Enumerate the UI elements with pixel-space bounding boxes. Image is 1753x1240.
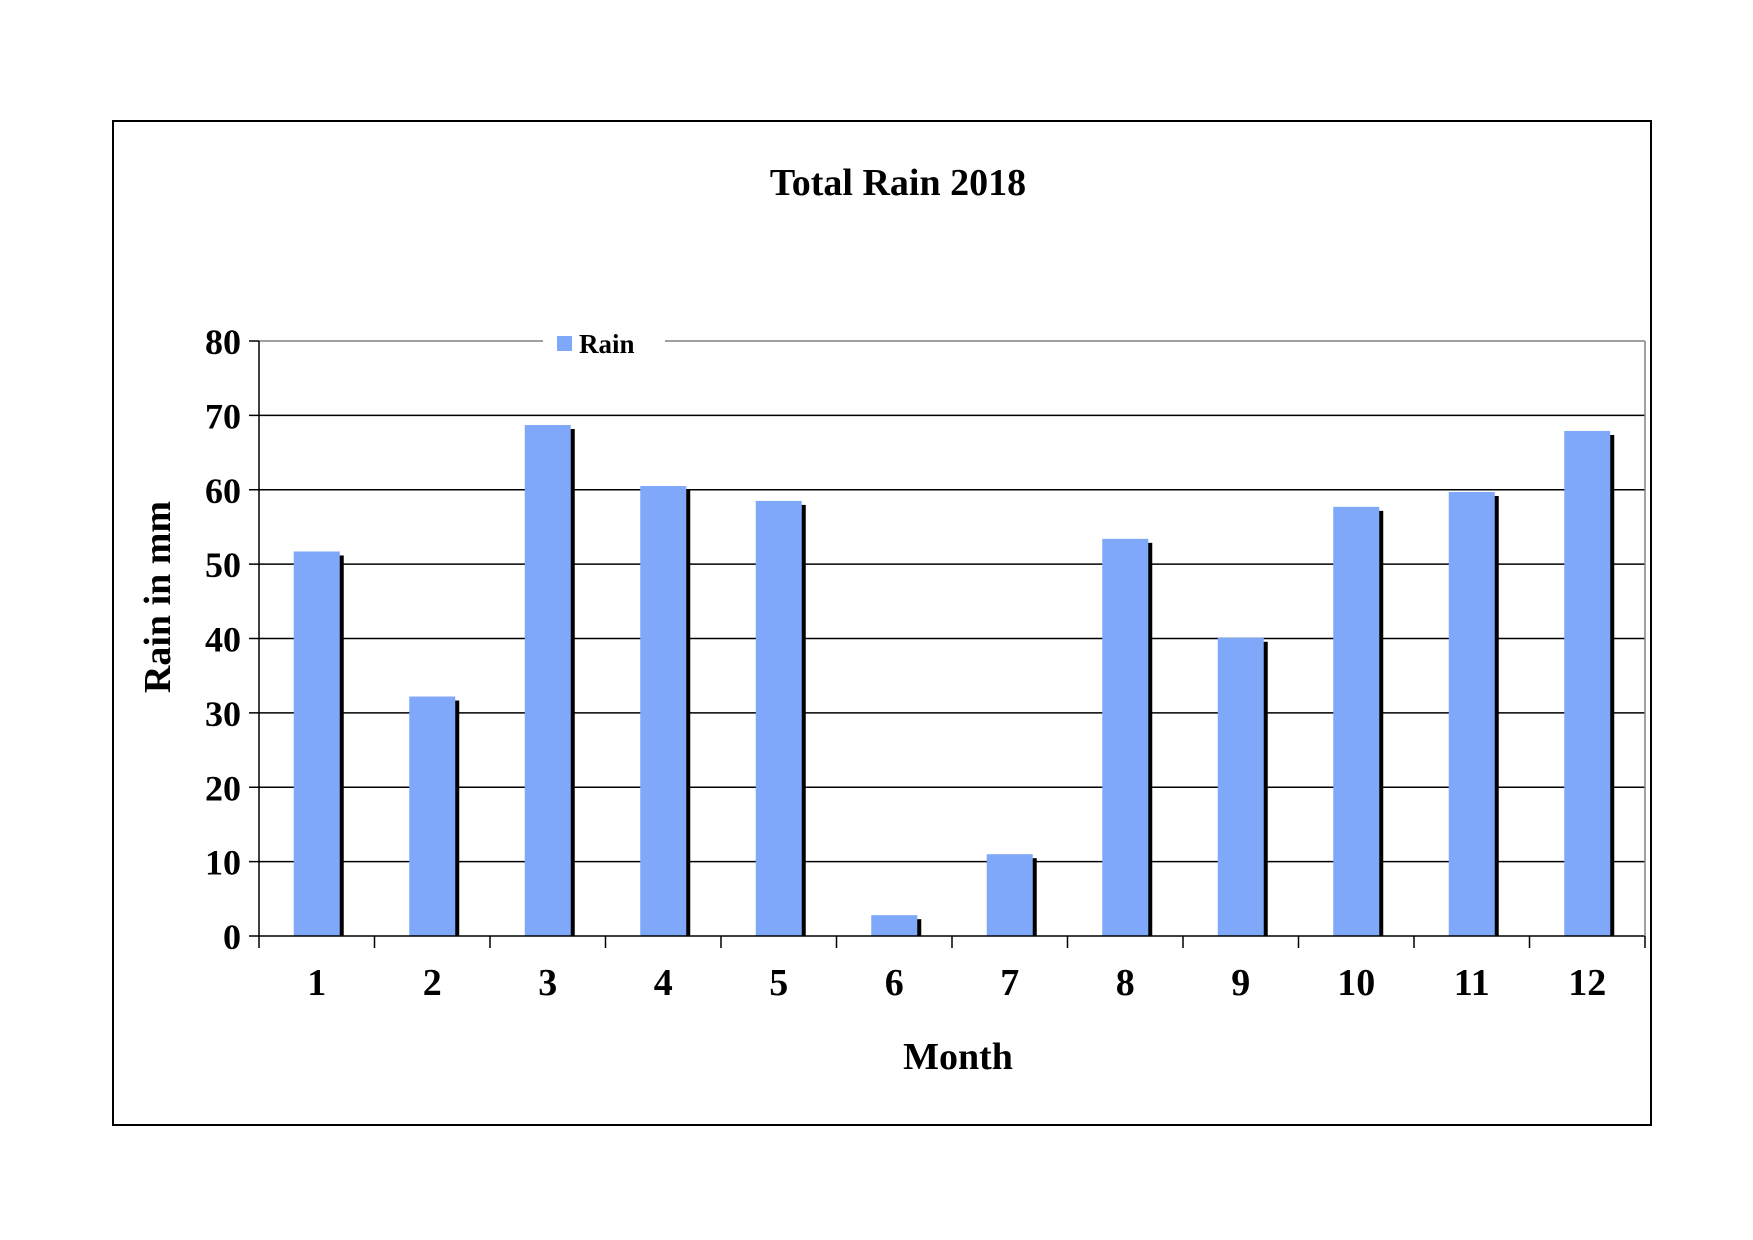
x-tick-label: 1 xyxy=(307,962,326,1004)
x-tick-label: 10 xyxy=(1337,962,1375,1004)
y-tick-label: 40 xyxy=(205,620,241,660)
bar xyxy=(640,486,687,936)
chart-frame xyxy=(112,120,1652,1126)
y-tick-label: 20 xyxy=(205,768,241,808)
bar xyxy=(1333,506,1380,936)
bar xyxy=(1217,637,1264,936)
y-tick-label: 70 xyxy=(205,396,241,436)
x-tick-label: 3 xyxy=(538,962,557,1004)
bar xyxy=(986,854,1033,936)
x-tick-label: 12 xyxy=(1568,962,1606,1004)
bar xyxy=(1564,430,1611,936)
x-axis-label: Month xyxy=(903,1036,1013,1078)
bars xyxy=(293,425,1615,936)
x-tick-label: 11 xyxy=(1454,962,1490,1004)
x-tick-label: 6 xyxy=(885,962,904,1004)
y-tick-label: 30 xyxy=(205,694,241,734)
chart-title: Total Rain 2018 xyxy=(770,162,1026,204)
y-tick-label: 0 xyxy=(223,917,241,957)
x-tick-label: 8 xyxy=(1116,962,1135,1004)
x-tick-label: 9 xyxy=(1231,962,1250,1004)
legend-swatch xyxy=(557,336,572,351)
y-tick-label: 80 xyxy=(205,322,241,362)
bar xyxy=(409,696,456,936)
x-tick-label: 4 xyxy=(654,962,673,1004)
bar xyxy=(293,551,340,936)
y-axis-label: Rain in mm xyxy=(137,501,179,693)
bar xyxy=(524,425,571,936)
gridlines xyxy=(259,340,1645,863)
y-tick-label: 10 xyxy=(205,843,241,883)
y-tick-label: 60 xyxy=(205,471,241,511)
y-axis-ticks: 0 10 20 30 40 50 60 70 80 xyxy=(205,322,259,957)
x-tick-label: 2 xyxy=(423,962,442,1004)
bar xyxy=(1102,538,1149,936)
legend: Rain xyxy=(543,326,665,360)
x-tick-label: 5 xyxy=(769,962,788,1004)
x-axis-ticks: 1 2 3 4 5 6 7 8 9 10 11 12 xyxy=(258,936,1646,1004)
legend-label: Rain xyxy=(579,329,635,359)
bar xyxy=(1448,491,1495,936)
bar xyxy=(871,915,918,936)
bar xyxy=(755,500,802,936)
x-tick-label: 7 xyxy=(1000,962,1019,1004)
y-tick-label: 50 xyxy=(205,545,241,585)
